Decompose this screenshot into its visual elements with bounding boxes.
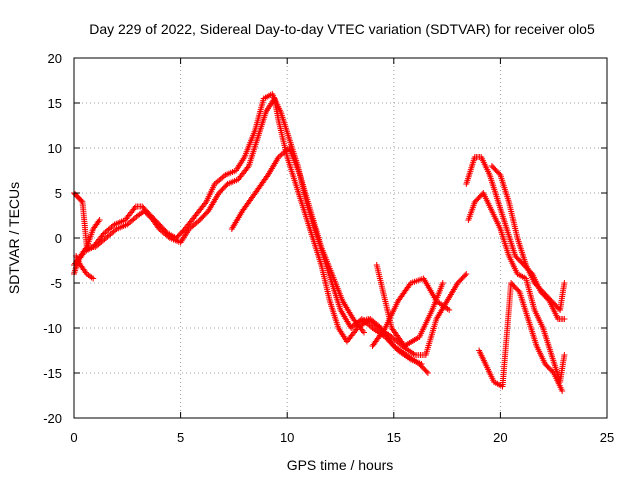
series-track-8 <box>373 262 446 349</box>
y-tick-label: 15 <box>48 96 62 111</box>
series-track-11 <box>476 280 566 394</box>
y-tick-label: -10 <box>43 321 62 336</box>
x-tick-label: 10 <box>280 430 294 445</box>
series-track-12 <box>488 163 568 313</box>
x-axis-label: GPS time / hours <box>287 457 394 473</box>
x-tick-label: 15 <box>387 430 401 445</box>
y-tick-label: 20 <box>48 51 62 66</box>
y-tick-label: -20 <box>43 411 62 426</box>
y-tick-labels: 20 15 10 5 0 -5 -10 -15 -20 <box>43 51 62 426</box>
x-tick-label: 20 <box>493 430 507 445</box>
x-tick-label: 0 <box>70 430 77 445</box>
y-axis-label: SDTVAR / TECUs <box>6 182 22 294</box>
y-tick-label: -5 <box>50 276 62 291</box>
plot-frame <box>73 57 608 419</box>
series-track-5 <box>228 145 367 336</box>
grid <box>74 58 607 418</box>
chart-title: Day 229 of 2022, Sidereal Day-to-day VTE… <box>89 21 595 37</box>
y-tick-label: 10 <box>48 141 62 156</box>
series-track-4 <box>73 253 97 282</box>
x-tick-label: 25 <box>600 430 614 445</box>
y-tick-label: 0 <box>55 231 62 246</box>
x-tick-label: 5 <box>177 430 184 445</box>
y-tick-label: 5 <box>55 186 62 201</box>
x-tick-labels: 0 5 10 15 20 25 <box>70 430 614 445</box>
series-group <box>71 91 568 394</box>
y-tick-label: -15 <box>43 366 62 381</box>
